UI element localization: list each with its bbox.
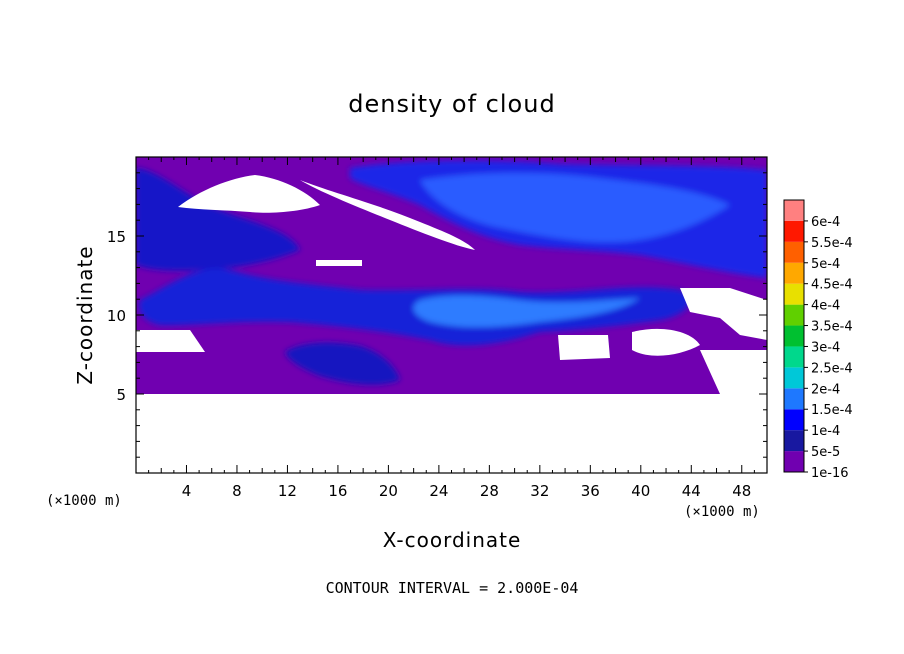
colorbar-swatch: [784, 241, 804, 263]
colorbar-swatch: [784, 283, 804, 305]
colorbar-swatch: [784, 430, 804, 452]
colorbar-label: 1e-4: [811, 424, 840, 439]
clear-air-patch: [300, 180, 475, 250]
x-tick-label: 48: [732, 482, 751, 500]
y-axis-ticks: 5 10 15: [107, 172, 767, 458]
colorbar-frame: [783, 199, 805, 473]
cloud-region-middle-core: [413, 295, 640, 328]
clear-air-patch: [632, 328, 700, 356]
y-tick-label: 15: [107, 228, 126, 246]
colorbar-label: 2e-4: [811, 382, 840, 397]
colorbar-swatch: [784, 409, 804, 431]
colorbar-swatch: [784, 220, 804, 242]
x-tick-label: 28: [480, 482, 499, 500]
colorbar-swatch: [784, 388, 804, 410]
colorbar-label: 6e-4: [811, 215, 840, 230]
colorbar-swatch: [784, 451, 804, 472]
x-tick-label: 24: [429, 482, 448, 500]
clear-air-patch: [136, 330, 205, 352]
heatmap-field: [136, 157, 767, 473]
chart-title: density of cloud: [348, 90, 555, 118]
x-tick-label: 44: [682, 482, 701, 500]
clear-air-patch: [316, 260, 362, 266]
clear-air-patches: [136, 175, 767, 394]
colorbar-swatch: [784, 346, 804, 368]
colorbar-label: 3e-4: [811, 340, 840, 355]
y-axis-label: Z-coordinate: [73, 245, 97, 384]
y-tick-label: 5: [116, 386, 126, 404]
colorbar-label: 5.5e-4: [811, 236, 853, 251]
cloud-region-upper-left: [136, 168, 300, 271]
colorbar: 1e-16 5e-5 1e-4 1.5e-4 2e-4 2.5e-4 3e-4 3.5e-4 4…: [783, 199, 853, 481]
colorbar-swatch: [784, 367, 804, 389]
colorbar-label: 4e-4: [811, 299, 840, 314]
cloud-region-upper-core: [420, 172, 730, 243]
colorbar-label: 4.5e-4: [811, 278, 853, 293]
clear-air-patch: [178, 175, 320, 213]
x-axis-label: X-coordinate: [383, 528, 522, 552]
cloud-region-lower: [285, 342, 400, 385]
colorbar-label: 5e-5: [811, 445, 840, 460]
contour-interval-note: CONTOUR INTERVAL = 2.000E-04: [326, 579, 579, 597]
y-tick-label: 10: [107, 307, 126, 325]
x-tick-label: 16: [328, 482, 347, 500]
x-tick-label: 36: [581, 482, 600, 500]
x-tick-label: 8: [232, 482, 242, 500]
colorbar-swatch: [784, 325, 804, 347]
clear-air-patch: [680, 288, 767, 340]
x-tick-label: 20: [379, 482, 398, 500]
colorbar-swatch: [784, 200, 804, 221]
colorbar-swatch: [784, 262, 804, 284]
x-tick-label: 4: [182, 482, 192, 500]
x-unit-right: (×1000 m): [684, 504, 760, 520]
colorbar-label: 1e-16: [811, 466, 849, 481]
x-unit-left: (×1000 m): [46, 493, 122, 509]
colorbar-label: 3.5e-4: [811, 320, 853, 335]
colorbar-label: 5e-4: [811, 257, 840, 272]
x-tick-label: 40: [631, 482, 650, 500]
x-tick-label: 12: [278, 482, 297, 500]
x-tick-label: 32: [530, 482, 549, 500]
clear-air-patch: [700, 350, 767, 394]
x-axis-ticks: 4 8 12 16 20 24 28 32 36 40 44 48: [148, 157, 755, 500]
colorbar-label: 2.5e-4: [811, 361, 853, 376]
colorbar-label: 1.5e-4: [811, 403, 853, 418]
colorbar-swatch: [784, 304, 804, 326]
clear-air-patch: [558, 335, 610, 360]
clear-air-region: [136, 394, 767, 473]
